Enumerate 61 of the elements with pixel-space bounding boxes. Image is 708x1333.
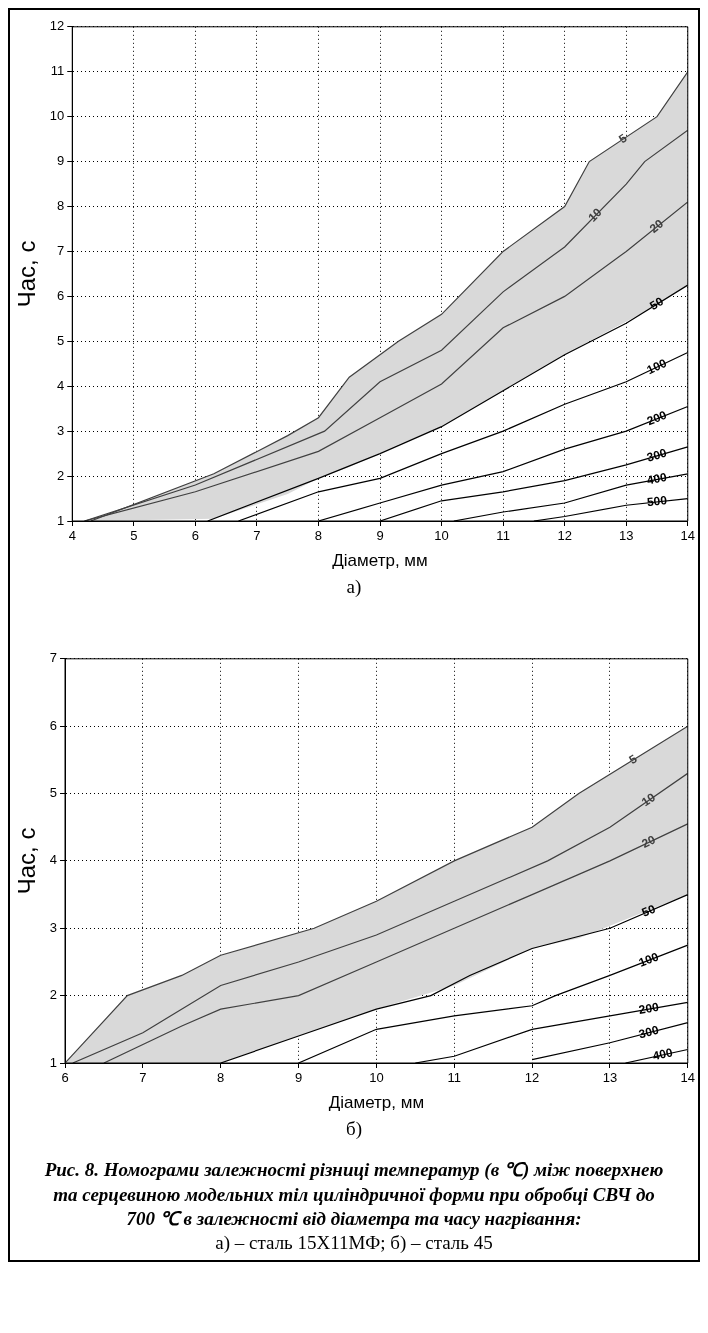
text: Рис. 8. Номограми залежності різниці температур (в ℃) між поверхнею та серцевиною модельних тіл циліндричної форми при обробці СВЧ до 700 ℃ в залежності від діаметра та часу нагрівання: <box>43 1158 665 1232</box>
x-tick-label: 9 <box>376 528 384 544</box>
y-tick-label: 6 <box>49 717 58 733</box>
y-axis-title: Час, с <box>13 827 41 895</box>
x-tick-label: 8 <box>314 528 323 544</box>
y-tick-label: 11 <box>50 63 65 79</box>
x-tick-label: 12 <box>557 528 572 544</box>
text: 200 <box>637 999 661 1018</box>
y-tick-label: 9 <box>57 153 65 169</box>
text: 50 <box>639 901 658 920</box>
text: 20 <box>646 216 667 236</box>
text: 500 <box>646 493 668 510</box>
x-tick-label: 7 <box>139 1070 147 1086</box>
y-tick-label: 4 <box>49 852 58 868</box>
y-tick-label: 4 <box>57 377 65 393</box>
x-tick-label: 8 <box>217 1070 225 1086</box>
x-tick-label: 5 <box>130 528 138 544</box>
text: 400 <box>645 470 669 488</box>
y-tick-label: 7 <box>49 650 58 666</box>
text: 300 <box>637 1022 661 1042</box>
y-tick-label: 3 <box>49 919 58 935</box>
y-tick-label: 1 <box>49 1054 58 1070</box>
y-tick-label: 1 <box>57 512 65 528</box>
y-tick-label: 7 <box>57 243 65 259</box>
text: 5 <box>626 751 640 767</box>
x-tick-label: 11 <box>496 528 510 544</box>
y-tick-label: 8 <box>57 198 65 214</box>
x-tick-label: 6 <box>191 528 199 544</box>
text: 400 <box>651 1045 675 1064</box>
x-tick-label: 13 <box>618 528 634 544</box>
y-tick-label: 3 <box>57 422 65 438</box>
text: а) <box>345 576 363 598</box>
x-tick-label: 14 <box>680 1070 695 1086</box>
text: 20 <box>639 832 658 851</box>
x-tick-label: 7 <box>253 528 261 544</box>
y-tick-label: 2 <box>57 467 65 483</box>
text: 100 <box>644 355 670 378</box>
text: 200 <box>644 407 669 429</box>
y-tick-label: 12 <box>49 18 65 34</box>
x-tick-label: 10 <box>369 1070 384 1086</box>
x-tick-label: 12 <box>524 1070 540 1086</box>
x-tick-label: 9 <box>294 1070 303 1086</box>
y-tick-label: 2 <box>49 987 58 1003</box>
y-tick-label: 10 <box>49 108 65 124</box>
x-tick-label: 10 <box>434 528 449 544</box>
text: 10 <box>638 789 659 810</box>
x-axis-title: Діаметр, мм <box>332 551 428 571</box>
x-tick-label: 14 <box>680 528 695 544</box>
text: а) – сталь 15Х11МФ; б) – сталь 45 <box>214 1232 494 1255</box>
y-tick-label: 5 <box>49 785 58 801</box>
y-tick-label: 6 <box>57 287 65 303</box>
x-tick-label: 4 <box>68 528 76 544</box>
text: 100 <box>636 949 661 970</box>
text: 5 <box>616 130 630 147</box>
y-axis-title: Час, с <box>13 240 41 308</box>
x-tick-label: 11 <box>447 1070 461 1086</box>
x-tick-label: 13 <box>602 1070 618 1086</box>
y-tick-label: 5 <box>57 332 65 348</box>
text: б) <box>345 1118 363 1140</box>
x-axis-title: Діаметр, мм <box>328 1093 425 1113</box>
text: 50 <box>647 294 667 314</box>
